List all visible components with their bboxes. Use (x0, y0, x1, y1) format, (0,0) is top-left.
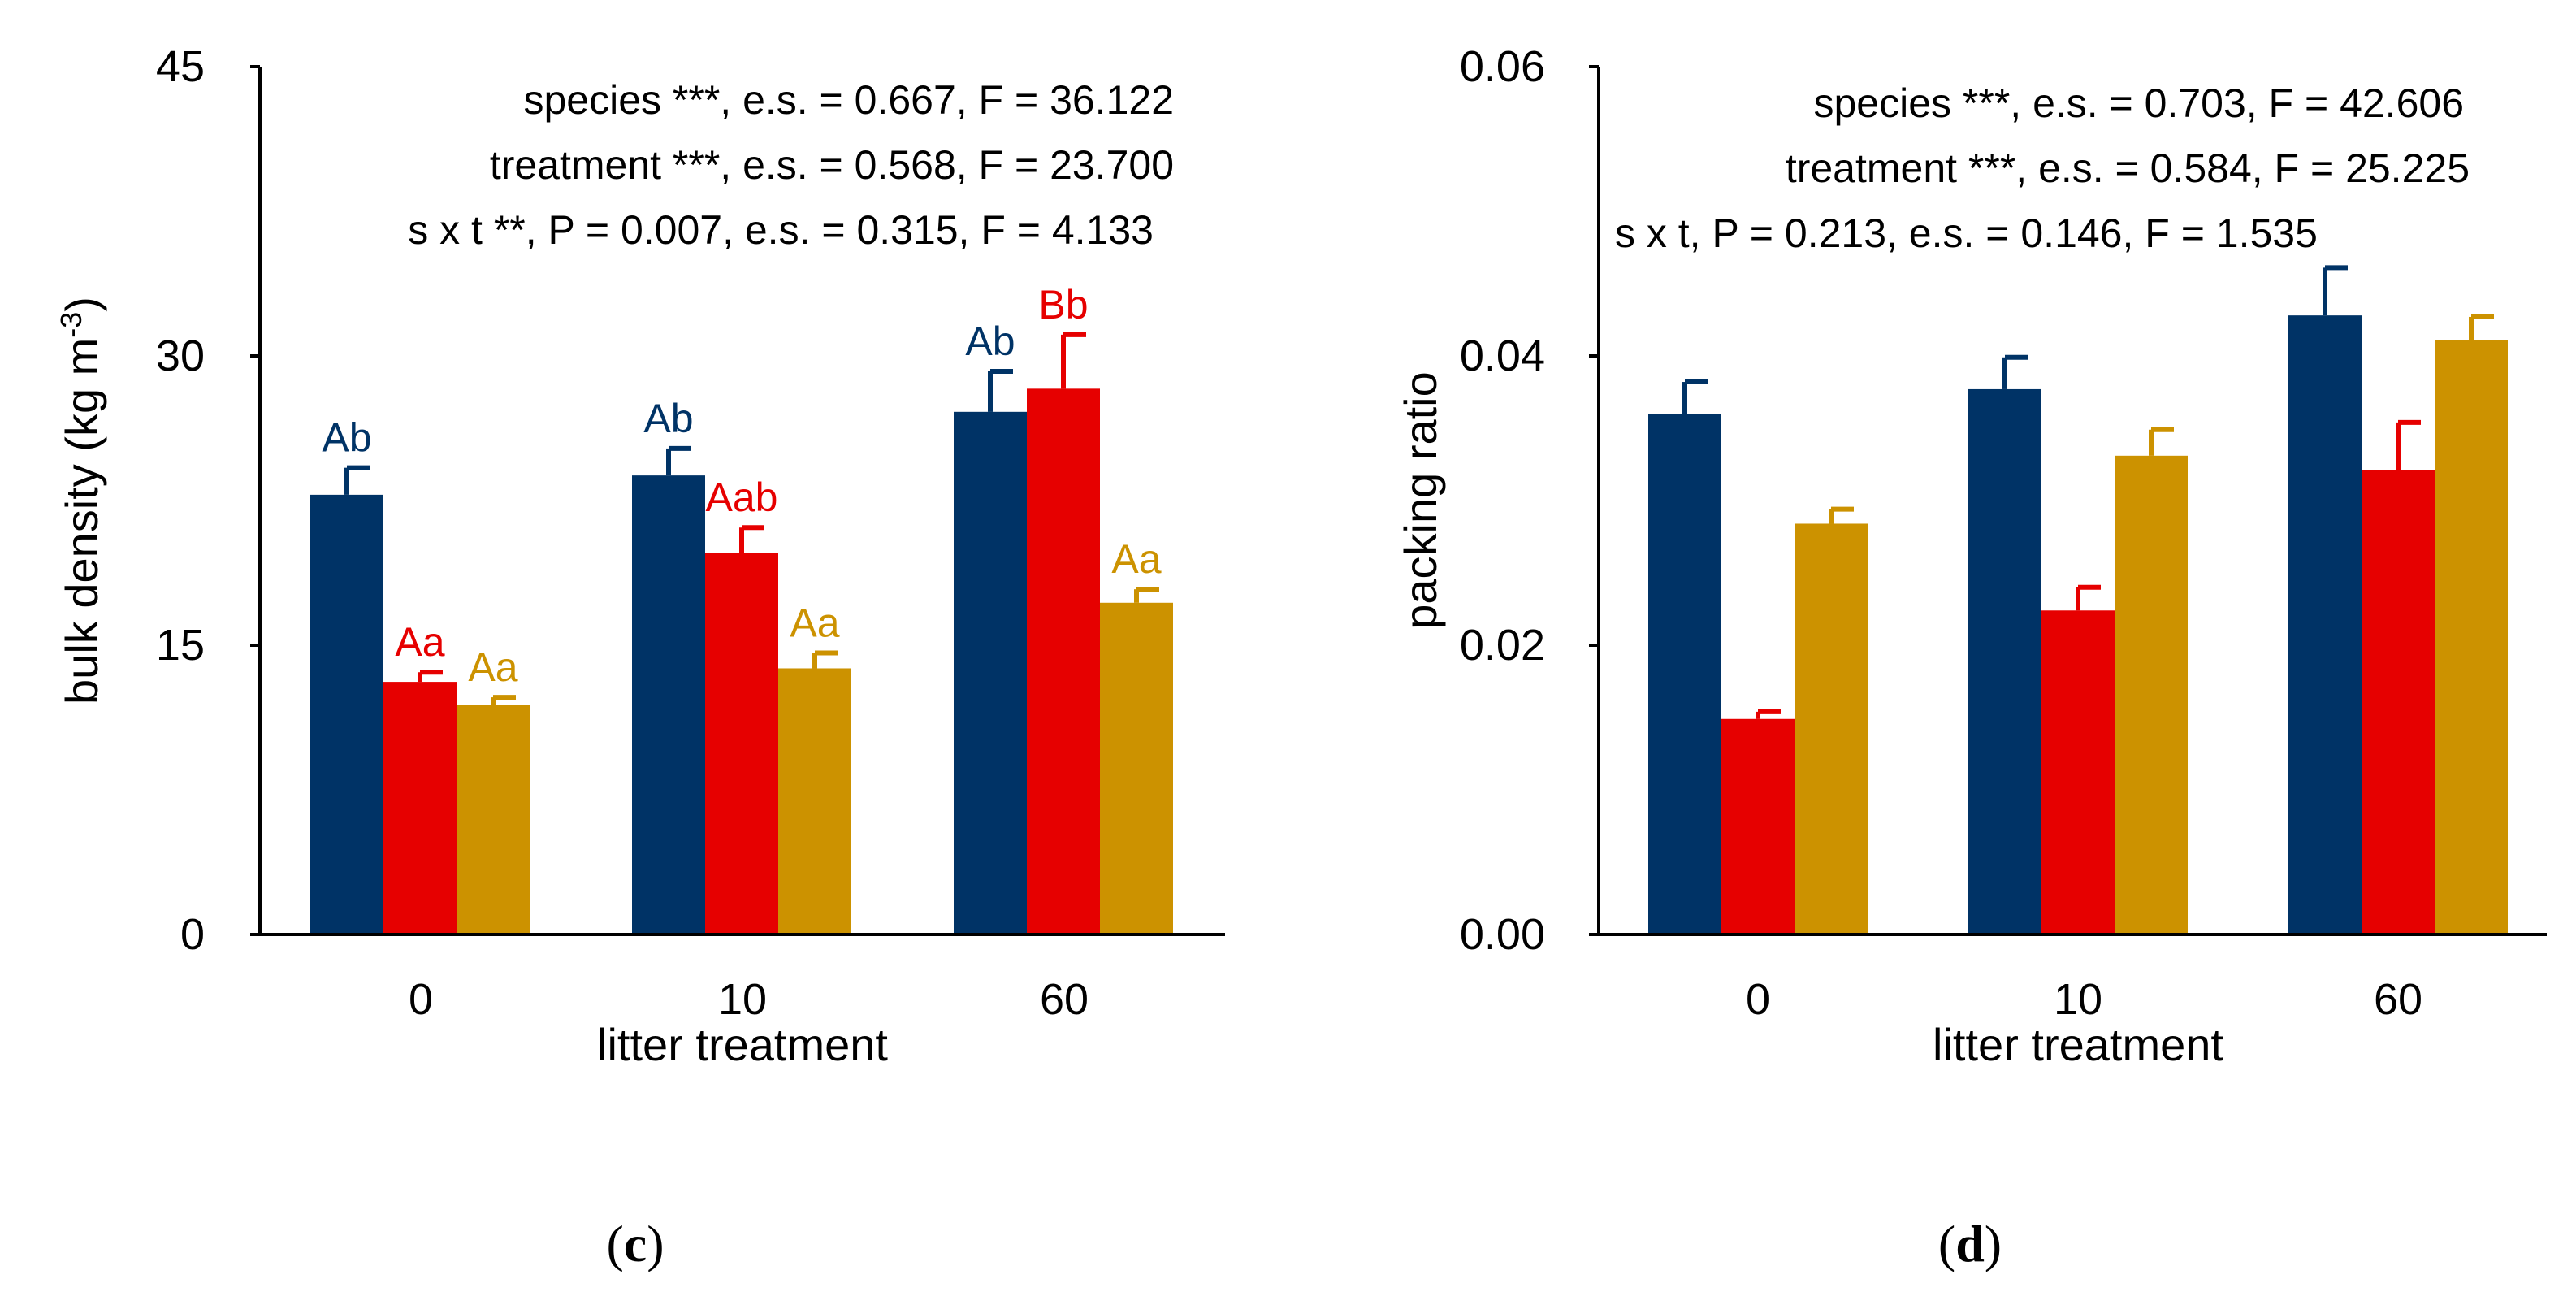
panel-c-bar (1027, 388, 1100, 934)
panel-d-bar (2115, 455, 2188, 934)
panel-d-y-tick-label: 0.00 (1460, 910, 1545, 959)
panel-d-y-tick-label: 0.06 (1460, 42, 1545, 91)
panel-c-x-tick-label: 60 (1040, 975, 1089, 1024)
panel-d-bar (1795, 523, 1868, 934)
panel-d: 0.00 0.02 0.04 0.06 0 10 60 litter treat… (1395, 42, 2547, 1070)
panel-d-y-tick-label: 0.04 (1460, 332, 1545, 380)
panel-d-annotation: species ***, e.s. = 0.703, F = 42.606 (1813, 80, 2464, 126)
panel-c-significance-letter: Aa (395, 619, 444, 665)
panel-d-label: (d) (1938, 1215, 2002, 1272)
panel-c-significance-letter: Ab (322, 415, 371, 461)
panel-d-label-letter: d (1955, 1215, 1985, 1272)
panel-c-bar (632, 475, 705, 934)
panel-c-x-tick-labels: 0 10 60 (409, 975, 1089, 1024)
panel-d-y-axis-title: packing ratio (1395, 371, 1446, 630)
panel-d-bars (1648, 315, 2508, 934)
panel-c-bar (954, 411, 1027, 934)
panel-d-x-tick-labels: 0 10 60 (1746, 975, 2422, 1024)
panel-c-x-tick-label: 10 (718, 975, 767, 1024)
panel-c: Ab Aa Aa Ab Aab Aa Ab Bb Aa 0 15 30 45 0 10 60 l… (54, 42, 1225, 1070)
panel-c-bar (383, 682, 457, 934)
panel-c-y-axis-title-sup: -3 (54, 312, 88, 338)
panel-d-y-tick-label: 0.02 (1460, 621, 1545, 670)
panel-c-bar (310, 494, 383, 934)
panel-d-errorbars (1682, 265, 2494, 719)
panel-c-significance-letter: Bb (1038, 282, 1088, 327)
panel-d-bar (1648, 414, 1721, 934)
panel-d-x-tick-label: 10 (2054, 975, 2102, 1024)
panel-c-x-tick-label: 0 (409, 975, 433, 1024)
panel-c-significance-letter: Aa (1111, 536, 1161, 582)
panel-d-bar (2435, 340, 2508, 934)
panel-d-bar (2041, 610, 2115, 934)
panel-d-annotation: s x t, P = 0.213, e.s. = 0.146, F = 1.53… (1615, 210, 2318, 256)
panel-c-bar (457, 705, 530, 934)
panel-c-y-tick-label: 0 (180, 910, 205, 959)
panel-c-y-axis-title: bulk density (kg m-3) (54, 297, 107, 705)
panel-d-annotation: treatment ***, e.s. = 0.584, F = 25.225 (1786, 145, 2470, 191)
panel-c-significance-letter: Aa (790, 600, 839, 645)
panel-c-y-tick-label: 30 (156, 332, 205, 380)
panel-c-annotation: treatment ***, e.s. = 0.568, F = 23.700 (490, 142, 1174, 188)
panel-d-bar (2288, 315, 2362, 934)
panel-c-bar (1100, 602, 1173, 934)
panel-c-errorbars (344, 332, 1159, 705)
panel-d-y-tick-labels: 0.00 0.02 0.04 0.06 (1460, 42, 1545, 959)
panel-c-bars (310, 388, 1173, 934)
panel-c-y-ticks (250, 65, 260, 936)
panel-c-annotation: s x t **, P = 0.007, e.s. = 0.315, F = 4… (408, 207, 1154, 253)
panel-c-y-axis-title-main: bulk density (kg m (56, 338, 107, 705)
panel-c-label-letter: c (624, 1215, 647, 1272)
panel-d-bar (2362, 470, 2435, 934)
panel-d-x-tick-label: 60 (2374, 975, 2422, 1024)
panel-c-annotation: species ***, e.s. = 0.667, F = 36.122 (523, 77, 1174, 123)
panel-d-bar (1721, 718, 1795, 934)
panel-c-annotations: species ***, e.s. = 0.667, F = 36.122 tr… (408, 77, 1174, 253)
panel-c-x-axis-title: litter treatment (597, 1019, 888, 1070)
panel-c-significance-letter: Ab (643, 396, 693, 441)
panel-c-y-axis-title-close: ) (56, 297, 107, 312)
panel-c-y-tick-labels: 0 15 30 45 (156, 42, 205, 959)
panel-c-significance-letter: Aab (706, 475, 778, 520)
panel-d-y-ticks (1589, 65, 1599, 936)
panel-c-bar (778, 668, 851, 934)
panel-d-annotations: species ***, e.s. = 0.703, F = 42.606 tr… (1615, 80, 2470, 256)
panel-c-letters: Ab Aa Aa Ab Aab Aa Ab Bb Aa (322, 282, 1161, 690)
panel-c-significance-letter: Aa (468, 644, 517, 690)
panel-c-significance-letter: Ab (965, 319, 1015, 364)
panel-c-y-tick-label: 15 (156, 621, 205, 670)
panel-c-label: (c) (606, 1215, 664, 1272)
panel-d-bar (1968, 388, 2041, 934)
panel-c-y-tick-label: 45 (156, 42, 205, 91)
panel-d-x-tick-label: 0 (1746, 975, 1770, 1024)
panel-c-bar (705, 553, 778, 934)
panel-d-x-axis-title: litter treatment (1933, 1019, 2223, 1070)
